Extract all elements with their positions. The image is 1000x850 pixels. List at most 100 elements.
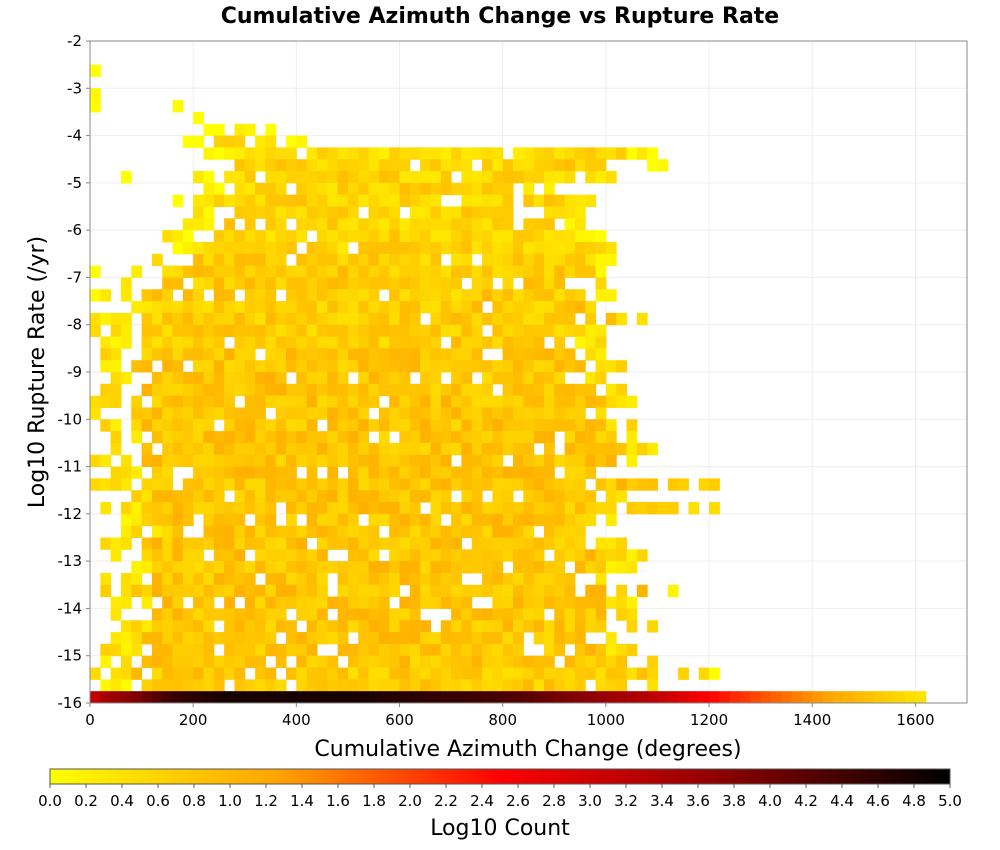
heatmap-cell	[286, 265, 297, 278]
heatmap-cell	[286, 159, 297, 172]
y-tick-label: -8	[67, 316, 82, 334]
heatmap-cell	[409, 171, 421, 184]
heatmap-cell	[647, 478, 658, 491]
heatmap-cell	[244, 478, 256, 491]
heatmap-cell	[234, 171, 246, 184]
heatmap-cell	[347, 667, 359, 680]
heatmap-cell	[286, 241, 297, 255]
heatmap-cell	[255, 667, 266, 680]
heatmap-cell	[492, 419, 504, 432]
heatmap-cell	[172, 561, 184, 574]
heatmap-cell	[605, 419, 617, 432]
heatmap-cell	[399, 324, 411, 338]
heatmap-cell	[182, 679, 194, 692]
heatmap-cell	[275, 241, 287, 255]
heatmap-cell	[347, 206, 359, 219]
heatmap-cell-bottom	[554, 691, 566, 703]
heatmap-cell	[306, 608, 318, 621]
heatmap-cell	[162, 301, 174, 314]
heatmap-cell	[471, 230, 483, 243]
heatmap-cell	[492, 608, 504, 621]
heatmap-cell	[616, 490, 628, 503]
heatmap-cell	[337, 336, 349, 349]
heatmap-cell	[513, 289, 524, 302]
heatmap-cell	[595, 572, 607, 586]
heatmap-cell	[358, 289, 370, 302]
heatmap-cell	[100, 584, 112, 598]
heatmap-cell	[492, 549, 504, 562]
heatmap-cell	[574, 549, 586, 562]
heatmap-cell	[616, 643, 628, 657]
heatmap-cell	[523, 407, 535, 420]
heatmap-cell	[265, 620, 277, 633]
heatmap-cell	[255, 383, 266, 397]
heatmap-cell	[347, 572, 359, 586]
heatmap-cell	[523, 194, 535, 207]
heatmap-cell	[595, 502, 607, 515]
heatmap-cell	[141, 312, 153, 326]
heatmap-cell	[554, 679, 566, 692]
heatmap-cell	[430, 159, 442, 172]
heatmap-cell	[244, 620, 256, 633]
heatmap-cell	[265, 218, 277, 231]
heatmap-cell	[286, 194, 297, 207]
heatmap-cell	[523, 383, 535, 397]
heatmap-cell	[492, 454, 504, 468]
heatmap-cell	[420, 407, 431, 420]
heatmap-cell	[409, 277, 421, 290]
heatmap-cell	[100, 360, 112, 373]
heatmap-cell	[389, 419, 401, 432]
heatmap-cell	[554, 454, 566, 468]
heatmap-cell	[502, 419, 514, 432]
heatmap-cell	[141, 620, 153, 633]
heatmap-cell	[430, 360, 442, 373]
heatmap-cell	[327, 537, 339, 550]
heatmap-cell	[451, 442, 462, 456]
heatmap-cell	[358, 312, 370, 326]
heatmap-cell	[430, 383, 442, 397]
heatmap-cell	[224, 584, 235, 598]
heatmap-cell	[513, 431, 524, 444]
heatmap-cell	[585, 383, 597, 397]
heatmap-cell	[585, 395, 597, 408]
heatmap-cell	[275, 490, 287, 503]
heatmap-cell	[574, 454, 586, 468]
heatmap-cell	[482, 513, 493, 527]
heatmap-cell	[265, 584, 277, 598]
heatmap-cell	[203, 632, 215, 645]
heatmap-cell	[564, 289, 576, 302]
colorbar-tick-label: 4.2	[794, 792, 818, 810]
heatmap-cell	[337, 407, 349, 420]
heatmap-cell	[224, 632, 235, 645]
heatmap-cell	[182, 655, 194, 669]
heatmap-cell	[595, 537, 607, 550]
heatmap-cell	[533, 561, 545, 574]
heatmap-cell	[327, 419, 339, 432]
heatmap-cell	[100, 419, 112, 432]
heatmap-cell	[430, 537, 442, 550]
heatmap-cell	[647, 679, 658, 692]
heatmap-cell	[255, 289, 266, 302]
heatmap-cell	[203, 596, 215, 609]
heatmap-cell	[203, 312, 215, 326]
heatmap-cell	[368, 383, 380, 397]
heatmap-cell	[461, 667, 473, 680]
heatmap-cell-bottom	[151, 691, 163, 703]
heatmap-cell	[255, 194, 266, 207]
heatmap-cell	[554, 395, 566, 408]
heatmap-cell	[440, 561, 452, 574]
heatmap-cell	[162, 372, 174, 385]
heatmap-cell	[316, 490, 328, 503]
heatmap-cell	[482, 561, 493, 574]
heatmap-cell	[513, 419, 524, 432]
heatmap-cell	[100, 655, 112, 669]
heatmap-cell	[554, 312, 566, 326]
heatmap-cell	[533, 218, 545, 231]
heatmap-cell	[502, 206, 514, 219]
heatmap-cell	[709, 502, 720, 515]
heatmap-cell	[131, 572, 143, 586]
y-axis-ticks: -2-3-4-5-6-7-8-9-10-11-12-13-14-15-16	[58, 32, 90, 712]
heatmap-cell	[420, 584, 431, 598]
heatmap-cell	[172, 301, 184, 314]
